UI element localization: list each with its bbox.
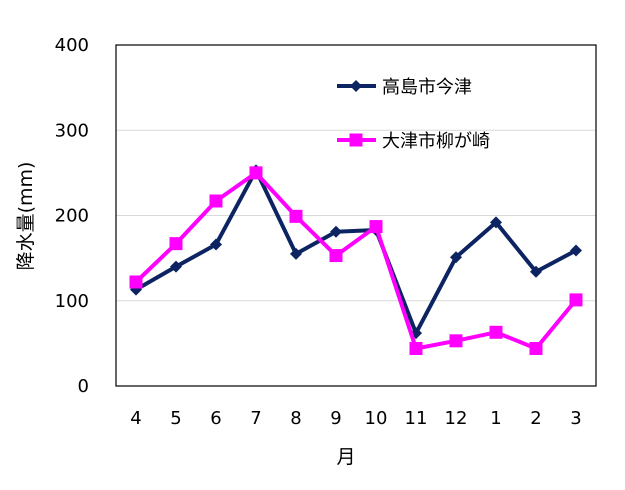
data-point bbox=[450, 251, 462, 264]
legend-label: 高島市今津 bbox=[382, 77, 472, 98]
x-tick-label: 8 bbox=[290, 408, 301, 429]
data-point bbox=[369, 220, 383, 234]
data-point bbox=[129, 275, 143, 289]
x-tick-label: 10 bbox=[365, 408, 388, 429]
y-tick-label: 200 bbox=[55, 206, 89, 227]
y-tick-label: 300 bbox=[55, 120, 89, 141]
gridlines bbox=[116, 129, 596, 302]
series-1 bbox=[130, 164, 582, 340]
data-point bbox=[570, 244, 582, 257]
data-point bbox=[489, 325, 503, 339]
x-axis-ticks: 4 5 6 7 8 9 10 11 12 1 2 3 bbox=[130, 408, 581, 429]
x-axis-title: 月 bbox=[336, 446, 355, 468]
legend-item: 高島市今津 bbox=[337, 77, 472, 98]
x-tick-label: 3 bbox=[570, 408, 581, 429]
data-point bbox=[329, 249, 343, 263]
data-point bbox=[490, 216, 502, 229]
data-point bbox=[530, 265, 542, 278]
legend-item: 大津市柳が崎 bbox=[337, 131, 490, 152]
x-tick-label: 11 bbox=[405, 408, 428, 429]
x-tick-label: 4 bbox=[130, 408, 141, 429]
plot-area bbox=[115, 44, 597, 387]
data-point bbox=[290, 247, 302, 260]
data-point bbox=[169, 237, 183, 251]
legend-marker bbox=[350, 80, 362, 92]
legend-marker bbox=[349, 133, 363, 147]
data-point bbox=[449, 334, 463, 348]
series-line bbox=[135, 168, 577, 336]
x-tick-label: 12 bbox=[445, 408, 468, 429]
series-2 bbox=[129, 166, 583, 355]
data-point bbox=[210, 238, 222, 251]
y-tick-label: 400 bbox=[55, 35, 89, 56]
data-point bbox=[409, 341, 423, 355]
x-tick-label: 7 bbox=[250, 408, 261, 429]
y-axis-ticks: 0 100 200 300 400 bbox=[55, 35, 89, 397]
x-tick-label: 6 bbox=[210, 408, 221, 429]
series bbox=[129, 164, 583, 355]
series-line bbox=[134, 170, 578, 351]
data-point bbox=[170, 260, 182, 273]
y-axis-title: 降水量(mm) bbox=[15, 162, 37, 271]
data-point bbox=[289, 209, 303, 223]
data-point bbox=[529, 341, 543, 355]
y-tick-label: 0 bbox=[78, 376, 89, 397]
x-tick-label: 5 bbox=[170, 408, 181, 429]
x-tick-label: 9 bbox=[330, 408, 341, 429]
data-point bbox=[569, 293, 583, 307]
data-point bbox=[209, 194, 223, 208]
x-tick-label: 2 bbox=[530, 408, 541, 429]
data-point bbox=[249, 166, 263, 180]
legend-label: 大津市柳が崎 bbox=[382, 131, 490, 152]
y-tick-label: 100 bbox=[55, 291, 89, 312]
data-point bbox=[330, 225, 342, 238]
x-tick-label: 1 bbox=[490, 408, 501, 429]
